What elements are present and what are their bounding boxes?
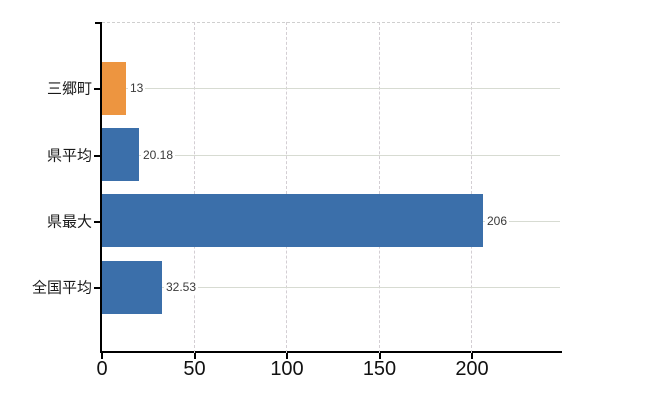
x-axis-line: [100, 351, 562, 353]
y-axis-tick: [94, 287, 100, 289]
y-axis-line: [100, 22, 102, 353]
y-axis-top-tick: [95, 22, 101, 24]
x-axis-tick: [101, 353, 103, 359]
x-axis-tick-label: 50: [183, 358, 206, 380]
y-axis-tick: [94, 155, 100, 157]
plot-top-border: [102, 22, 560, 23]
bar-value-label: 13: [128, 81, 146, 96]
x-axis-tick-label: 200: [455, 358, 489, 380]
y-axis-tick: [94, 88, 100, 90]
x-gridline: [193, 22, 195, 353]
category-gridline: [102, 155, 560, 156]
bar-value-label: 206: [485, 213, 510, 228]
y-axis-tick: [94, 221, 100, 223]
x-axis-tick: [471, 353, 473, 359]
x-axis-tick: [378, 353, 381, 359]
category-label: 三郷町: [46, 80, 92, 98]
category-label: 県最大: [46, 213, 92, 231]
x-axis-tick-label: 100: [270, 358, 304, 380]
x-axis-tick-label: 0: [96, 358, 108, 380]
category-gridline: [102, 88, 560, 89]
x-axis-tick: [193, 353, 196, 359]
category-gridline: [102, 287, 560, 288]
bar: [102, 62, 126, 115]
x-gridline: [378, 22, 380, 353]
bar: [102, 261, 162, 314]
category-label: 全国平均: [31, 279, 92, 297]
x-gridline: [471, 22, 472, 353]
bar: [102, 128, 139, 181]
x-axis-tick: [286, 353, 288, 359]
bar-value-label: 20.18: [141, 147, 176, 162]
x-axis-tick-label: 150: [362, 358, 397, 380]
bar-value-label: 32.53: [164, 280, 199, 295]
category-label: 県平均: [46, 147, 92, 165]
x-gridline: [286, 22, 287, 353]
bar: [102, 194, 483, 247]
